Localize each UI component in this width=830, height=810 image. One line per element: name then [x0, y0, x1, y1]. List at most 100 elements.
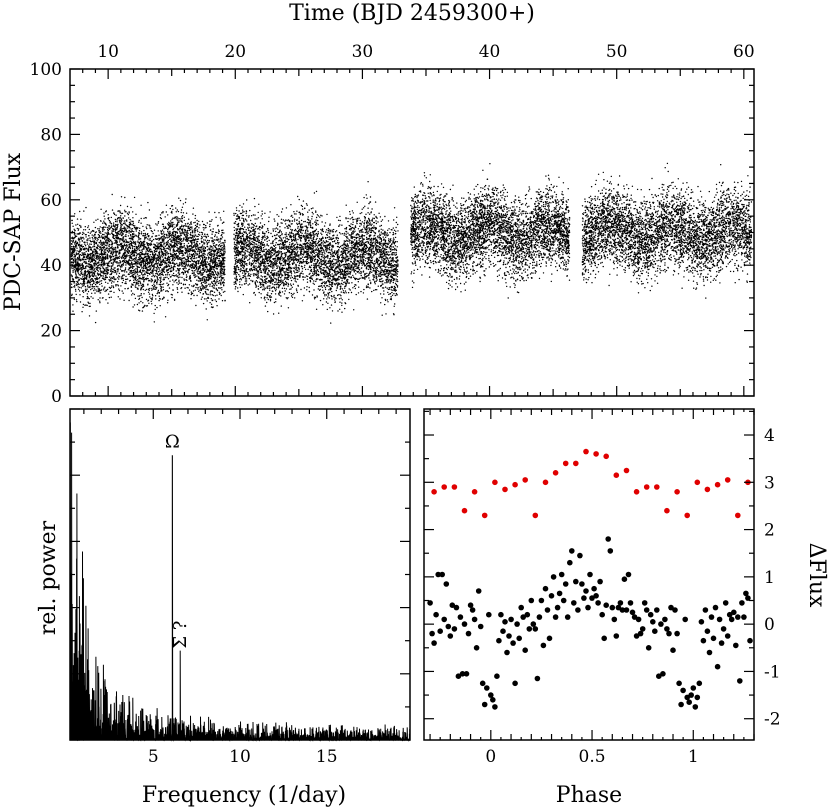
light-curve-point — [138, 277, 140, 279]
light-curve-point — [136, 271, 138, 274]
light-curve-point — [195, 252, 197, 255]
light-curve-point — [110, 226, 112, 229]
light-curve-point — [216, 268, 218, 270]
light-curve-point — [118, 262, 121, 264]
light-curve-point — [275, 283, 277, 286]
light-curve-point — [211, 219, 213, 221]
light-curve-point — [188, 227, 191, 230]
light-curve-point — [121, 264, 124, 266]
light-curve-point — [224, 257, 226, 259]
light-curve-point — [212, 273, 214, 275]
light-curve-point — [112, 242, 114, 244]
light-curve-point — [157, 291, 159, 293]
light-curve-point — [84, 290, 87, 292]
light-curve-point — [221, 287, 223, 289]
light-curve-point — [74, 250, 76, 252]
light-curve-point — [128, 225, 130, 227]
light-curve-point — [151, 275, 153, 278]
light-curve-point — [364, 227, 366, 230]
light-curve-point — [120, 278, 123, 280]
light-curve-point — [162, 258, 164, 260]
light-curve-point — [184, 228, 186, 231]
light-curve-point — [194, 276, 197, 278]
light-curve-point — [186, 244, 188, 247]
light-curve-point — [166, 243, 168, 246]
light-curve-point — [85, 267, 87, 269]
light-curve-point — [84, 270, 87, 273]
light-curve-point — [126, 245, 129, 247]
light-curve-point — [171, 247, 173, 249]
light-curve-point — [128, 257, 131, 259]
light-curve-point — [106, 245, 108, 247]
light-curve-point — [209, 278, 212, 280]
light-curve-point — [211, 281, 213, 283]
light-curve-point — [203, 279, 205, 282]
light-curve-point — [167, 257, 169, 259]
light-curve-point — [216, 236, 218, 238]
light-curve-point — [98, 230, 101, 232]
light-curve-point — [120, 217, 122, 220]
light-curve-point — [287, 285, 289, 287]
light-curve-point — [164, 253, 166, 255]
light-curve-point — [91, 268, 93, 271]
light-curve-point — [210, 247, 212, 249]
light-curve-point — [181, 263, 183, 266]
light-curve-point — [220, 272, 222, 274]
light-curve-point — [129, 247, 132, 250]
light-curve-point — [82, 245, 85, 248]
light-curve-point — [103, 262, 105, 264]
light-curve-point — [98, 255, 100, 257]
light-curve-point — [118, 289, 121, 292]
light-curve-point — [272, 228, 274, 230]
light-curve-point — [77, 272, 80, 274]
light-curve-point — [223, 247, 225, 250]
light-curve-point — [117, 217, 120, 219]
light-curve-point — [200, 269, 202, 271]
light-curve-point — [219, 263, 221, 266]
light-curve-point — [199, 249, 202, 252]
light-curve-point — [172, 208, 174, 211]
light-curve-point — [138, 255, 141, 257]
light-curve-point — [104, 286, 106, 288]
light-curve-point — [206, 319, 208, 321]
light-curve-point — [190, 291, 193, 293]
light-curve-point — [223, 243, 225, 245]
light-curve-point — [128, 241, 130, 243]
light-curve-point — [94, 265, 96, 267]
light-curve-point — [184, 247, 187, 249]
light-curve-point — [131, 261, 133, 263]
light-curve-point — [74, 241, 76, 244]
light-curve-point — [79, 286, 81, 289]
light-curve-point — [196, 275, 198, 277]
light-curve-point — [87, 239, 89, 241]
light-curve-point — [210, 229, 212, 231]
light-curve-point — [178, 281, 180, 283]
light-curve-point — [137, 227, 139, 229]
light-curve-point — [156, 245, 158, 247]
light-curve-point — [112, 236, 114, 238]
light-curve-point — [185, 231, 187, 233]
light-curve-point — [144, 232, 146, 235]
light-curve-point — [125, 238, 127, 241]
light-curve-point — [166, 276, 168, 278]
light-curve-point — [206, 268, 209, 271]
light-curve-point — [194, 230, 196, 232]
light-curve-point — [142, 235, 144, 237]
light-curve-point — [153, 259, 156, 261]
light-curve-point — [104, 218, 106, 220]
light-curve-point — [189, 260, 192, 263]
light-curve-point — [165, 204, 168, 206]
light-curve-point — [90, 288, 92, 291]
light-curve-point — [100, 259, 102, 262]
light-curve-point — [213, 285, 216, 287]
light-curve-point — [174, 263, 177, 265]
light-curve-point — [138, 244, 140, 247]
light-curve-point — [140, 264, 143, 266]
light-curve-point — [212, 240, 214, 243]
light-curve-point — [199, 251, 201, 253]
light-curve-point — [141, 242, 143, 245]
light-curve-point — [100, 257, 102, 260]
light-curve-point — [203, 229, 205, 231]
light-curve-point — [117, 284, 119, 286]
light-curve-point — [215, 281, 217, 283]
